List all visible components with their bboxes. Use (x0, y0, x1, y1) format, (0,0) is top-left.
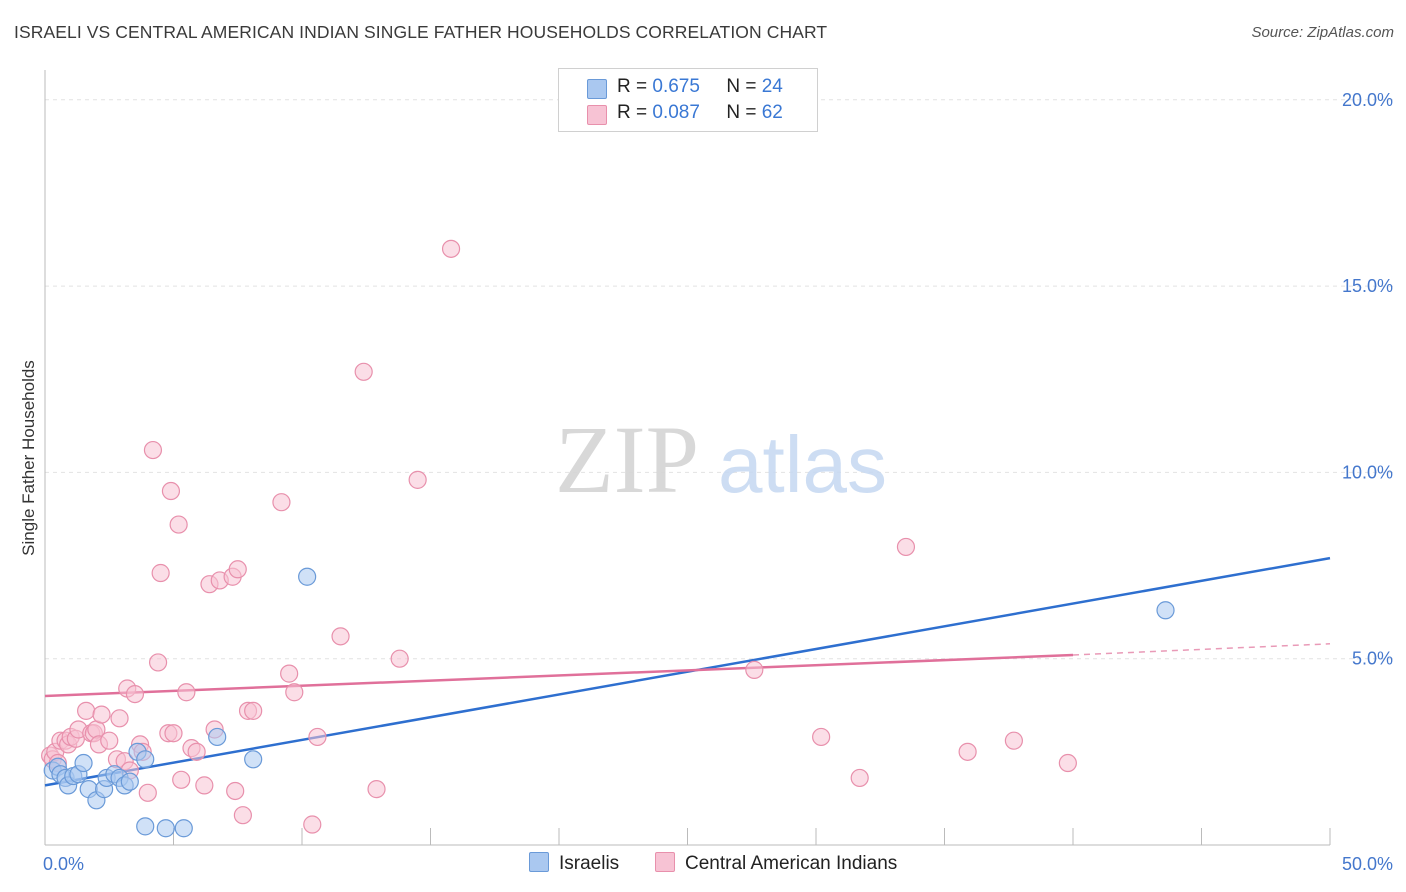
data-point-central-american-indians (100, 731, 119, 750)
data-point-israelis (136, 750, 155, 769)
data-point-central-american-indians (354, 362, 373, 381)
legend-r-value: 0.675 (652, 76, 700, 97)
trend-line-israelis (44, 556, 1331, 787)
axes (44, 70, 1331, 846)
y-tick-label: 20.0% (1342, 90, 1393, 110)
legend-n-value: 62 (761, 102, 783, 123)
legend-swatch-israelis (587, 79, 607, 99)
data-point-israelis (1156, 601, 1175, 620)
data-point-central-american-indians (850, 768, 869, 788)
bottom-legend-label: Central American Indians (685, 853, 898, 874)
data-point-central-american-indians (1004, 731, 1023, 750)
data-point-israelis (208, 727, 227, 747)
y-axis-label: Single Father Households (19, 360, 38, 556)
legend-n-label: N = (726, 102, 757, 123)
data-point-central-american-indians (331, 627, 350, 646)
data-point-central-american-indians (280, 664, 299, 683)
y-tick-label: 15.0% (1342, 276, 1393, 296)
data-point-central-american-indians (390, 649, 409, 668)
data-point-israelis (244, 750, 263, 769)
legend: R = 0.675 N = 24 R = 0.087 N = 62 (558, 68, 818, 132)
data-points (41, 239, 1175, 838)
gridlines (45, 99, 1395, 660)
data-point-central-american-indians (441, 239, 461, 258)
bottom-legend-swatch-israelis (529, 852, 549, 872)
legend-r-label: R = (617, 76, 648, 97)
data-point-central-american-indians (367, 780, 386, 799)
data-point-central-american-indians (195, 776, 214, 795)
tick-labels: 5.0% 10.0% 15.0% 20.0% 0.0% 50.0% (43, 90, 1393, 874)
data-point-central-american-indians (958, 742, 977, 761)
data-point-israelis (298, 567, 317, 586)
bottom-legend-label: Israelis (559, 853, 620, 874)
data-point-central-american-indians (303, 815, 322, 834)
data-point-central-american-indians (896, 537, 916, 557)
bottom-legend-israelis: Israelis (529, 852, 619, 875)
legend-r-label: R = (617, 102, 648, 123)
trend-lines (44, 556, 1331, 787)
trend-line-extension (1072, 643, 1331, 656)
legend-r-value: 0.087 (652, 102, 700, 123)
y-tick-label: 10.0% (1342, 462, 1393, 482)
bottom-legend-swatch-central-american-indians (655, 852, 675, 872)
data-point-central-american-indians (285, 683, 304, 702)
data-point-israelis (120, 772, 139, 791)
watermark-zip: ZIP (555, 406, 699, 513)
data-point-central-american-indians (143, 440, 163, 460)
data-point-central-american-indians (125, 684, 145, 704)
data-point-central-american-indians (110, 709, 129, 728)
data-point-israelis (74, 753, 93, 773)
data-point-central-american-indians (226, 781, 245, 801)
data-point-central-american-indians (408, 470, 427, 489)
watermark-atlas: atlas (718, 420, 887, 509)
data-point-central-american-indians (187, 742, 206, 761)
legend-n-label: N = (726, 76, 757, 97)
data-point-central-american-indians (164, 724, 183, 743)
data-point-central-american-indians (138, 783, 157, 802)
data-point-israelis (174, 819, 193, 838)
data-point-central-american-indians (77, 701, 96, 720)
trend-line-central-american-indians (44, 653, 1074, 698)
data-point-central-american-indians (151, 563, 170, 583)
data-point-central-american-indians (228, 560, 247, 579)
data-point-central-american-indians (161, 481, 181, 501)
data-point-central-american-indians (172, 770, 191, 789)
legend-swatch-central-american-indians (587, 105, 607, 125)
x-tick-label: 50.0% (1342, 854, 1393, 874)
data-point-israelis (136, 817, 155, 836)
data-point-central-american-indians (244, 701, 263, 720)
data-point-central-american-indians (169, 515, 188, 534)
data-point-central-american-indians (177, 683, 196, 702)
x-tick-label: 0.0% (43, 854, 84, 874)
y-tick-label: 5.0% (1352, 649, 1393, 669)
data-point-central-american-indians (272, 493, 291, 512)
data-point-israelis (156, 819, 175, 838)
data-point-central-american-indians (1058, 753, 1077, 773)
data-point-central-american-indians (233, 806, 252, 825)
data-point-central-american-indians (308, 727, 327, 747)
source-label: Source: ZipAtlas.com (1251, 24, 1394, 41)
bottom-legend-central-american-indians: Central American Indians (655, 852, 897, 875)
data-point-central-american-indians (812, 727, 831, 747)
data-point-central-american-indians (745, 660, 764, 679)
data-point-central-american-indians (148, 653, 168, 672)
data-point-central-american-indians (92, 705, 111, 724)
legend-n-value: 24 (761, 76, 783, 97)
chart-title: ISRAELI VS CENTRAL AMERICAN INDIAN SINGL… (14, 22, 828, 42)
watermark: ZIP atlas (555, 406, 887, 513)
